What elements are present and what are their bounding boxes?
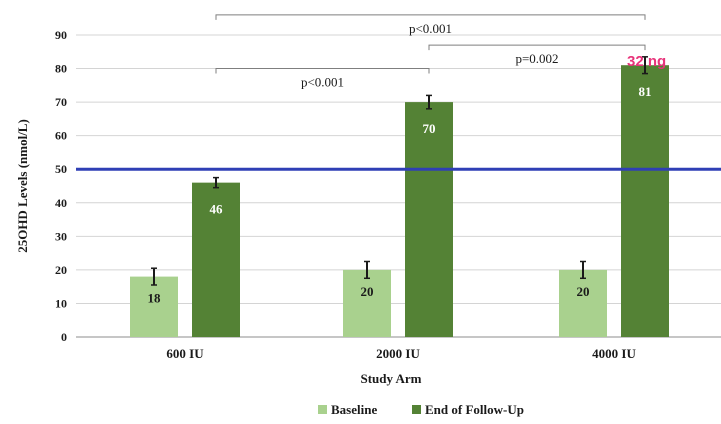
y-tick-label: 60 bbox=[55, 129, 67, 143]
y-tick-label: 40 bbox=[55, 196, 67, 210]
data-label: 20 bbox=[361, 284, 374, 299]
data-label: 46 bbox=[210, 202, 224, 217]
y-tick-label: 20 bbox=[55, 263, 67, 277]
bar-baseline-2 bbox=[559, 269, 607, 337]
bar-followup-1 bbox=[405, 102, 453, 337]
significance-bracket bbox=[215, 14, 646, 20]
y-axis-ticks: 0 10 20 30 40 50 60 70 80 90 bbox=[55, 28, 67, 344]
data-label: 70 bbox=[423, 121, 436, 136]
p-value-label: p<0.001 bbox=[301, 75, 344, 90]
data-labels: 18 20 20 46 70 81 bbox=[148, 84, 652, 305]
bars bbox=[130, 65, 669, 337]
bar-baseline-0 bbox=[130, 276, 178, 337]
significance-brackets: p<0.001 p=0.002 p<0.001 bbox=[215, 14, 646, 90]
y-axis-label: 25OHD Levels (nmol/L) bbox=[15, 119, 30, 253]
x-axis-label: Study Arm bbox=[360, 371, 421, 386]
legend-swatch-baseline bbox=[318, 405, 327, 414]
data-label: 20 bbox=[577, 284, 590, 299]
x-category-label: 2000 IU bbox=[376, 346, 420, 361]
legend-label: End of Follow-Up bbox=[425, 402, 524, 417]
legend: Baseline End of Follow-Up bbox=[318, 402, 524, 417]
x-category-label: 600 IU bbox=[166, 346, 204, 361]
legend-swatch-followup bbox=[412, 405, 421, 414]
p-value-label: p<0.001 bbox=[409, 21, 452, 36]
annotation-32ng: 32 ng bbox=[627, 53, 666, 70]
bar-baseline-1 bbox=[343, 269, 391, 337]
y-tick-label: 50 bbox=[55, 162, 67, 176]
y-tick-label: 10 bbox=[55, 296, 67, 310]
legend-label: Baseline bbox=[331, 402, 377, 417]
significance-bracket bbox=[428, 44, 646, 51]
error-bars bbox=[151, 56, 648, 286]
x-axis-categories: 600 IU 2000 IU 4000 IU bbox=[166, 346, 636, 361]
p-value-label: p=0.002 bbox=[515, 51, 558, 66]
y-tick-label: 30 bbox=[55, 229, 67, 243]
significance-bracket bbox=[215, 68, 430, 74]
x-category-label: 4000 IU bbox=[592, 346, 636, 361]
y-tick-label: 80 bbox=[55, 62, 67, 76]
bar-followup-0 bbox=[192, 182, 240, 337]
data-label: 81 bbox=[639, 84, 652, 99]
y-tick-label: 0 bbox=[61, 330, 67, 344]
data-label: 18 bbox=[148, 291, 162, 306]
y-tick-label: 90 bbox=[55, 28, 67, 42]
y-tick-label: 70 bbox=[55, 95, 67, 109]
bar-followup-2 bbox=[621, 65, 669, 337]
